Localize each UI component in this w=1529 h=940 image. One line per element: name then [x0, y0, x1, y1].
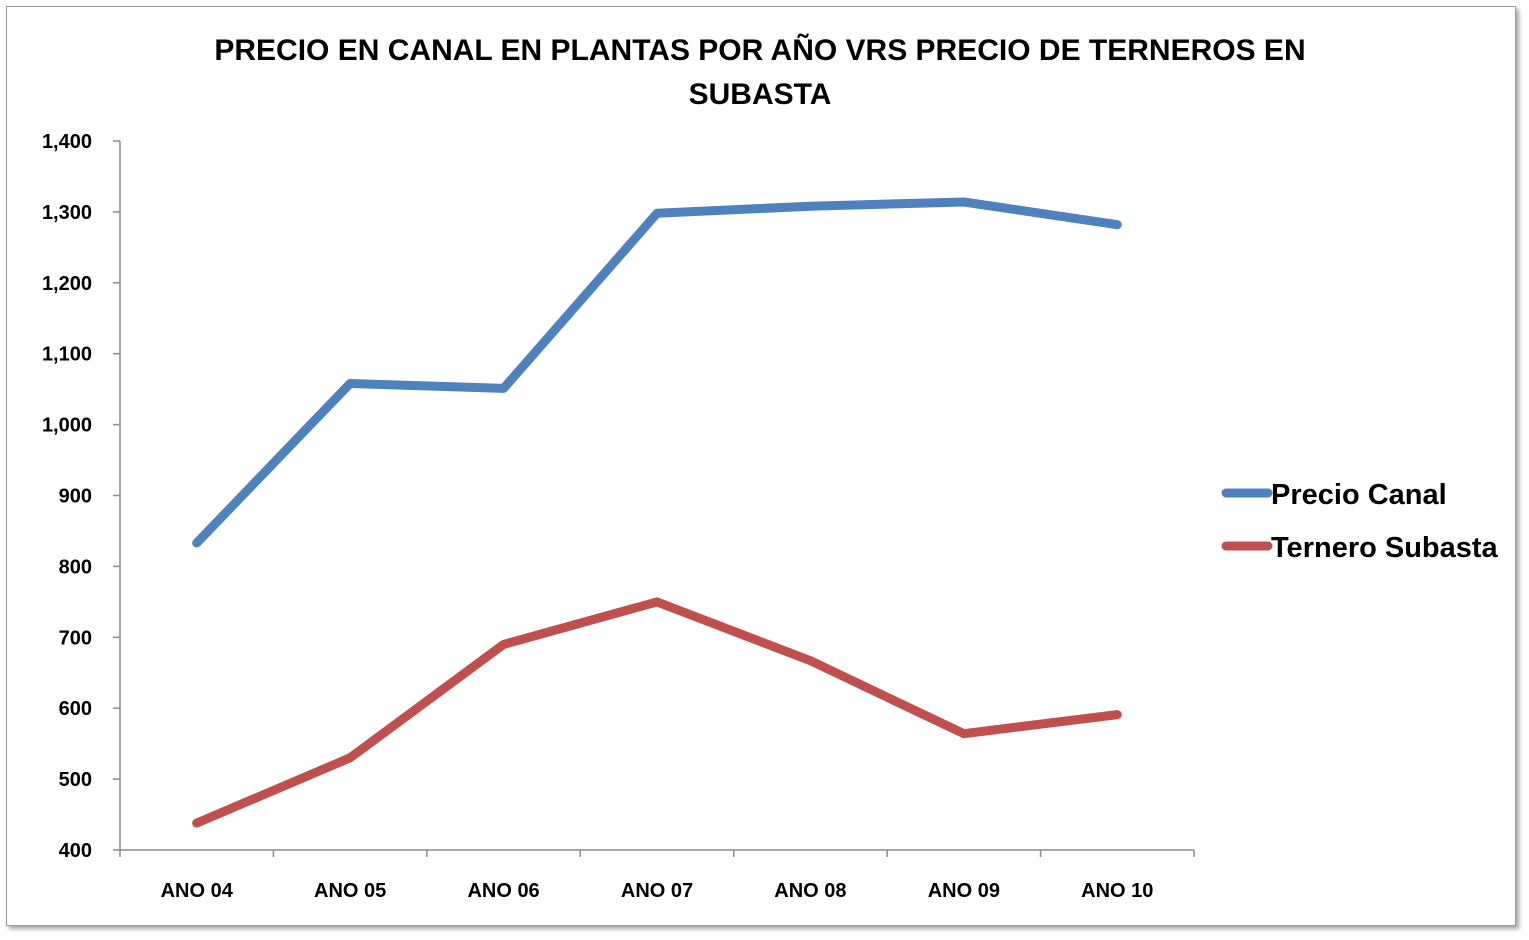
x-tick-label: ANO 06 — [467, 880, 539, 902]
data-point-ternero-subasta — [195, 821, 199, 825]
data-point-precio-canal — [348, 381, 352, 385]
x-tick-label: ANO 09 — [928, 880, 1000, 902]
x-tick-label: ANO 05 — [314, 880, 386, 902]
chart-frame — [6, 6, 1516, 926]
y-tick-label: 1,400 — [42, 131, 92, 153]
data-point-precio-canal — [195, 541, 199, 545]
data-point-ternero-subasta — [962, 732, 966, 736]
data-point-ternero-subasta — [808, 659, 812, 663]
x-tick-label: ANO 08 — [774, 880, 846, 902]
data-point-precio-canal — [502, 386, 506, 390]
data-point-precio-canal — [962, 200, 966, 204]
x-tick-label: ANO 04 — [161, 880, 234, 902]
series-layer — [192, 197, 1122, 828]
chart-title-line-1: PRECIO EN CANAL EN PLANTAS POR AÑO VRS P… — [214, 33, 1305, 67]
data-point-ternero-subasta — [348, 756, 352, 760]
y-tick-label: 1,000 — [42, 415, 92, 437]
legend-label-precio-canal: Precio Canal — [1271, 479, 1447, 511]
y-tick-label: 600 — [59, 698, 92, 720]
data-point-precio-canal — [808, 204, 812, 208]
legend: Precio Canal Ternero Subasta — [1221, 479, 1499, 564]
y-tick-label: 400 — [59, 840, 92, 862]
data-point-precio-canal — [655, 211, 659, 215]
data-point-ternero-subasta — [655, 600, 659, 604]
axes: 400 500 600 700 800 900 1,000 1,100 1,200 1,300 1,… — [42, 131, 1195, 902]
x-tick-label: ANO 07 — [621, 880, 693, 902]
y-tick-label: 1,300 — [42, 202, 92, 224]
data-point-ternero-subasta — [502, 642, 506, 646]
series-line-ternero-subasta — [192, 597, 1122, 828]
data-point-ternero-subasta — [1115, 713, 1119, 717]
legend-label-ternero-subasta: Ternero Subasta — [1271, 532, 1499, 564]
y-tick-label: 900 — [59, 486, 92, 508]
y-tick-label: 500 — [59, 769, 92, 791]
series-line-precio-canal — [192, 197, 1122, 548]
chart-title-line-2: SUBASTA — [689, 78, 832, 111]
data-point-precio-canal — [1115, 223, 1119, 227]
y-tick-label: 1,100 — [42, 344, 92, 366]
y-tick-label: 700 — [59, 627, 92, 649]
y-tick-label: 1,200 — [42, 273, 92, 295]
x-tick-label: ANO 10 — [1081, 880, 1153, 902]
y-tick-label: 800 — [59, 556, 92, 578]
